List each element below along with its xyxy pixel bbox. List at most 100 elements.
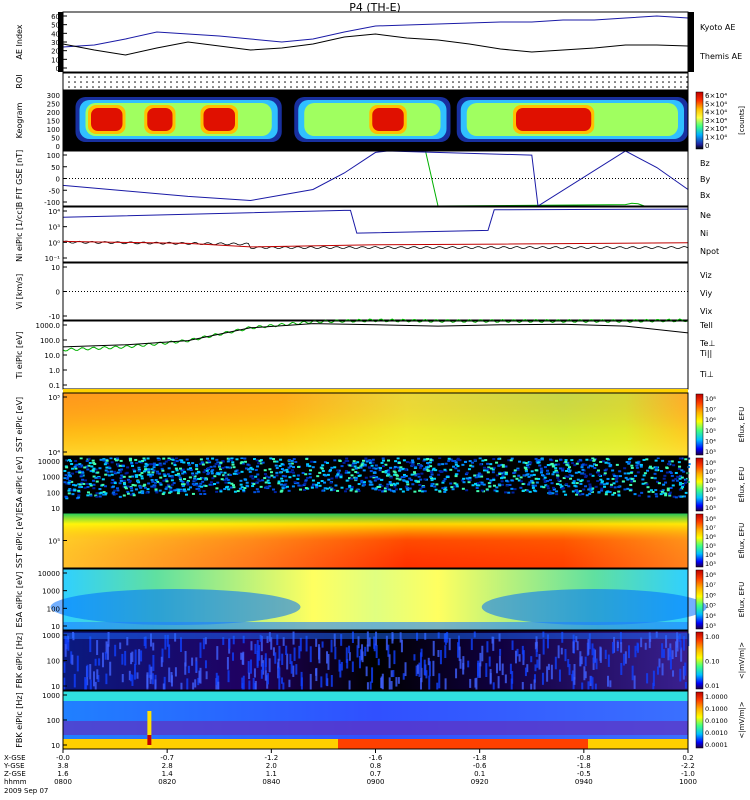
esa1-pixel [504, 473, 508, 476]
esa1-pixel [510, 487, 514, 490]
roi-dot [458, 76, 460, 78]
roi-dot [668, 81, 670, 83]
roi-dot [566, 86, 568, 88]
fbk1-top-band [63, 633, 688, 639]
fbk1-stripe [522, 649, 525, 661]
fbk1-stripe [381, 673, 384, 690]
esa1-pixel [187, 463, 191, 466]
esa1-pixel [154, 488, 158, 491]
fbk1-stripe [96, 640, 99, 656]
esa1-pixel [555, 493, 559, 496]
esa1-pixel [129, 487, 133, 490]
esa1-pixel [486, 471, 490, 474]
esa1-pixel [654, 493, 658, 496]
esa1-pixel [222, 474, 226, 477]
ytick-sst1: 10⁴ [48, 449, 60, 457]
colorbar-unit-esa1: Eflux, EFU [738, 467, 746, 502]
esa1-pixel [75, 470, 79, 473]
esa1-pixel [280, 489, 284, 492]
colorbar-label-esa2: 10³ [705, 622, 716, 630]
esa1-pixel [450, 486, 454, 489]
esa1-pixel [187, 488, 191, 491]
esa1-pixel [487, 466, 491, 469]
esa1-pixel [580, 466, 584, 469]
esa1-pixel [369, 475, 373, 478]
esa1-pixel [153, 486, 157, 489]
esa1-pixel [227, 488, 231, 491]
esa1-pixel [209, 465, 213, 468]
esa1-pixel [558, 458, 562, 461]
fbk1-stripe [538, 654, 541, 670]
fbk1-stripe [333, 633, 336, 647]
esa1-pixel [183, 472, 187, 475]
ytick-fbk1: 1000 [42, 632, 60, 640]
density-series-Ne [62, 240, 689, 248]
fbk1-stripe [419, 652, 422, 669]
roi-dot [146, 81, 148, 83]
esa1-pixel [591, 487, 595, 490]
esa1-pixel [519, 486, 523, 489]
fbk1-stripe [558, 669, 561, 682]
esa1-pixel [288, 458, 292, 461]
esa1-pixel [126, 478, 130, 481]
fbk1-stripe [478, 662, 481, 678]
esa1-pixel [240, 486, 244, 489]
esa1-pixel [338, 459, 342, 462]
fbk1-stripe [89, 664, 92, 680]
roi-dot [170, 76, 172, 78]
esa1-pixel [455, 483, 459, 486]
fbk1-stripe [63, 662, 66, 673]
roi-dot [98, 86, 100, 88]
esa1-pixel [678, 483, 682, 486]
fbk1-stripe [327, 653, 330, 670]
fbk1-stripe [432, 640, 435, 656]
esa1-pixel [257, 462, 261, 465]
roi-dot [434, 81, 436, 83]
fbk1-stripe [567, 659, 570, 668]
density-series-Npot [62, 208, 689, 234]
esa1-pixel [256, 465, 260, 468]
fbk1-stripe [587, 639, 590, 655]
roi-dot [608, 81, 610, 83]
esa1-pixel [91, 469, 95, 472]
fbk1-stripe [521, 681, 524, 694]
esa1-pixel [174, 457, 178, 460]
roi-dot [224, 81, 226, 83]
fbk1-stripe [131, 674, 134, 686]
esa1-pixel [404, 469, 408, 472]
roi-dot [284, 76, 286, 78]
esa1-pixel [441, 487, 445, 490]
roi-dot [428, 81, 430, 83]
roi-dot [152, 76, 154, 78]
esa1-pixel [600, 487, 604, 490]
esa1-pixel [176, 472, 180, 475]
esa1-pixel [120, 474, 124, 477]
esa1-pixel [89, 470, 93, 473]
fbk1-stripe [359, 649, 362, 661]
esa1-pixel [657, 482, 661, 485]
esa1-pixel [544, 479, 548, 482]
esa1-pixel [147, 470, 151, 473]
esa1-pixel [600, 489, 604, 492]
fbk1-stripe [268, 658, 271, 673]
esa1-pixel [169, 490, 173, 493]
esa1-pixel [567, 485, 571, 488]
esa1-pixel [522, 474, 526, 477]
colorbar-unit-sst2: Eflux, EFU [738, 523, 746, 558]
esa1-pixel [675, 479, 679, 482]
esa1-pixel [492, 458, 496, 461]
esa1-pixel [457, 469, 461, 472]
esa1-pixel [336, 489, 340, 492]
fbk1-stripe [573, 677, 576, 685]
roi-dot [218, 81, 220, 83]
esa1-pixel [340, 465, 344, 468]
ytick-ae: 0 [56, 65, 60, 73]
esa1-pixel [73, 466, 77, 469]
esa1-pixel [63, 469, 67, 472]
roi-dot [530, 86, 532, 88]
roi-dot [686, 86, 688, 88]
roi-dot [212, 81, 214, 83]
fbk1-stripe [620, 662, 623, 675]
esa1-pixel [687, 480, 691, 483]
esa1-pixel [134, 458, 138, 461]
